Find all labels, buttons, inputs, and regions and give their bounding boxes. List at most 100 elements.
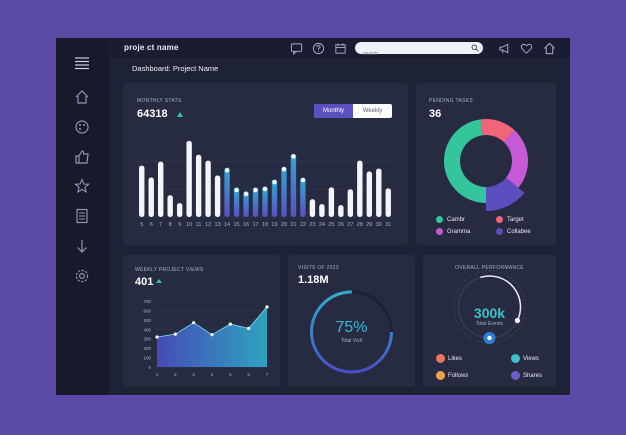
bar-cap [300,177,306,183]
area-fill [157,306,267,367]
perf-follows: Follows [436,371,468,380]
heart-icon[interactable] [519,41,533,55]
y-tick-label: 100 [143,356,151,361]
x-tick-label: 31 [385,222,391,228]
gauge-tick [517,327,520,329]
y-tick-label: 400 [143,327,151,332]
visits-percent: 75% [335,319,368,336]
perf-views: Views [511,354,539,363]
x-tick-label: 9 [178,222,181,228]
arrow-down-icon[interactable] [72,236,92,256]
calendar-icon[interactable] [333,41,347,55]
bar [252,187,259,217]
search-input[interactable] [355,48,465,60]
pending-tasks-card: PENDING TASKS 36 Cambr Target Gramma Col… [416,83,556,245]
likes-icon [436,354,445,363]
monthly-toggle-button[interactable]: Monthly [314,104,353,118]
trend-up-icon [177,112,183,117]
settings-icon[interactable] [72,266,92,286]
gauge-tick [461,282,464,284]
gauge-tick [506,337,509,340]
trend-up-icon [156,279,162,283]
gauge-tick [464,332,467,335]
home-icon[interactable] [72,87,92,107]
bar [148,177,154,217]
bar [224,167,230,217]
bar [300,177,306,217]
gauge-tick [519,324,522,326]
gauge-tick [457,324,460,326]
page-title: Dashboard: Project Name [132,64,219,73]
gauge-tick [459,327,462,329]
legend-item: Target [496,216,524,223]
area-point [210,333,214,337]
search-icon[interactable] [471,44,479,52]
gauge-tick [477,340,479,343]
bar [262,186,268,217]
y-tick-label: 500 [143,318,151,323]
gauge-tick [509,276,512,279]
gauge-tick [503,338,505,341]
thumbs-up-icon[interactable] [72,147,92,167]
x-tick-label: 21 [290,222,296,228]
menu-icon[interactable] [72,53,92,73]
area-point [247,326,251,330]
bar [176,203,183,217]
bar [376,168,382,217]
bar [214,175,221,217]
bar [366,171,372,217]
overall-title: OVERALL PERFORMANCE [455,265,524,271]
gauge-tick [467,276,470,279]
help-icon[interactable] [311,41,325,55]
bar [347,189,354,217]
x-tick-label: 29 [366,222,372,228]
overall-value: 300k [473,305,506,321]
x-tick-label: 19 [271,222,277,228]
document-icon[interactable] [72,206,92,226]
gauge-tick [500,271,502,274]
gauge-tick [500,340,502,343]
bar [357,160,363,217]
area-point [192,321,196,325]
y-tick-label: 300 [143,337,151,342]
bar [319,204,325,217]
gauge-tick [474,338,476,341]
bar [139,165,145,217]
gauge-tick [512,332,515,335]
weekly-toggle-button[interactable]: Weekly [362,108,383,114]
x-tick-label: 12 [205,222,211,228]
gauge-tick [515,330,518,332]
x-tick-label: 24 [319,222,325,228]
chat-icon[interactable] [289,41,303,55]
bar [328,187,335,217]
bar-cap [281,167,287,172]
legend-item: Cambr [436,216,465,223]
gauge-tick [467,335,470,338]
performance-gauge [452,270,527,344]
gauge-tick [470,274,473,277]
gauge-tick [477,271,479,274]
bar-cap [224,168,230,173]
pending-tasks-title: PENDING TASKS [429,98,474,104]
gauge-arc [480,275,522,321]
gauge-tick [521,320,524,323]
top-bar: proje ct name [109,38,570,60]
monthly-stats-value: 64318 [137,108,168,120]
bar-cap [262,186,268,192]
bar [338,205,344,217]
home-icon-top[interactable] [542,41,556,55]
megaphone-icon[interactable] [497,41,511,55]
pending-tasks-value: 36 [429,108,442,120]
perf-likes: Likes [436,354,462,363]
y-tick-label: 600 [143,308,151,313]
gauge-tick [461,330,464,332]
gauge-tick [522,295,525,297]
palette-icon[interactable] [72,117,92,137]
legend-item: Gramma [436,228,470,235]
bar-cap [234,187,239,193]
visits-value: 1.18M [298,274,329,286]
views-icon [511,354,520,363]
star-icon[interactable] [72,176,92,196]
gauge-tick [459,285,462,287]
x-tick-label: 6 [150,222,153,228]
